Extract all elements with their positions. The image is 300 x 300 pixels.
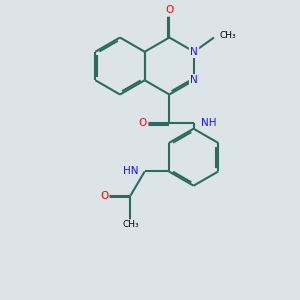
- Text: O: O: [165, 5, 173, 15]
- Text: N: N: [190, 75, 198, 85]
- Text: CH₃: CH₃: [219, 32, 236, 40]
- Text: HN: HN: [123, 167, 138, 176]
- Text: O: O: [100, 191, 108, 201]
- Text: N: N: [190, 47, 198, 57]
- Text: NH: NH: [201, 118, 217, 128]
- Text: CH₃: CH₃: [122, 220, 139, 230]
- Text: O: O: [139, 118, 147, 128]
